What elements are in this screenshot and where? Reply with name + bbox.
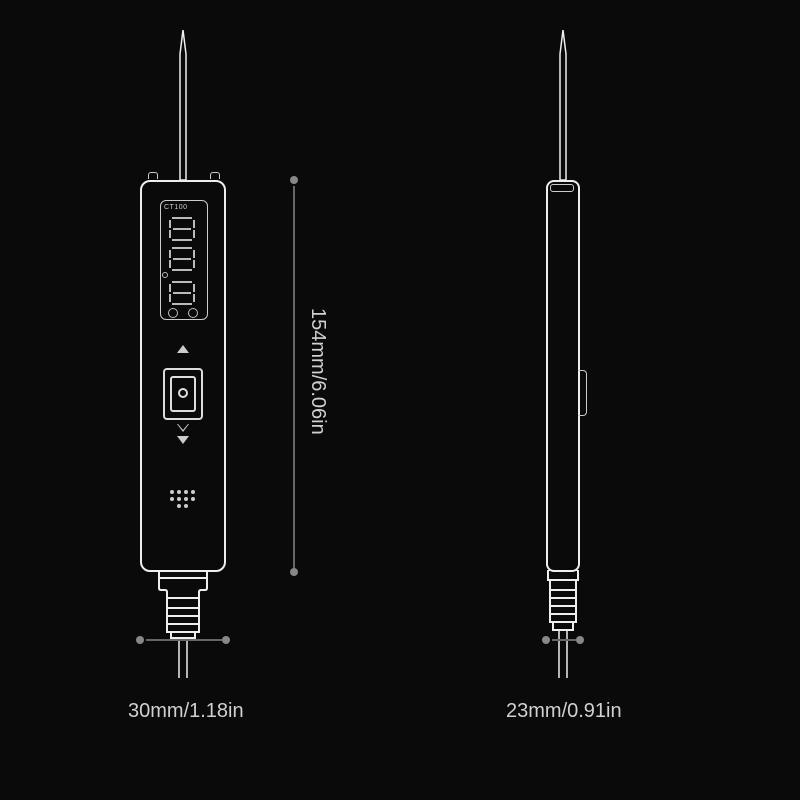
dim-dot <box>290 176 298 184</box>
front-plug <box>153 570 213 680</box>
seg-digit-1 <box>168 216 198 247</box>
front-top-nub-left <box>148 172 158 179</box>
dim-dot <box>222 636 230 644</box>
chevron-up-icon-fill <box>177 345 189 353</box>
speaker-grille <box>170 490 195 508</box>
front-top-nub-right <box>210 172 220 179</box>
chevron-down-icon-2 <box>177 436 189 444</box>
dim-line-height <box>293 186 295 568</box>
side-rocker-switch[interactable] <box>578 370 587 416</box>
dim-dot <box>576 636 584 644</box>
chevron-down-hollow <box>178 424 188 430</box>
diagram-stage: CT100 <box>0 0 800 800</box>
dim-label-side-width: 23mm/0.91in <box>506 700 622 723</box>
mode-icon-2 <box>188 308 198 318</box>
dim-line-side-width <box>552 639 576 641</box>
dim-dot <box>542 636 550 644</box>
side-body <box>546 180 580 572</box>
dim-label-front-width: 30mm/1.18in <box>128 700 244 723</box>
mode-icon-1 <box>168 308 178 318</box>
side-top-cap <box>550 184 574 192</box>
model-label: CT100 <box>164 204 188 211</box>
dim-dot <box>136 636 144 644</box>
side-probe <box>556 30 570 186</box>
dim-dot <box>290 568 298 576</box>
seg-digit-2 <box>168 246 198 277</box>
lcd-icon-row <box>168 308 198 318</box>
front-probe <box>176 30 190 186</box>
seg-digit-3 <box>168 280 198 311</box>
rocker-switch-dot-icon <box>178 388 188 398</box>
dim-label-height: 154mm/6.06in <box>306 308 329 435</box>
side-plug <box>546 570 580 680</box>
decimal-dot-icon <box>162 272 168 278</box>
dim-line-front-width <box>146 639 222 641</box>
